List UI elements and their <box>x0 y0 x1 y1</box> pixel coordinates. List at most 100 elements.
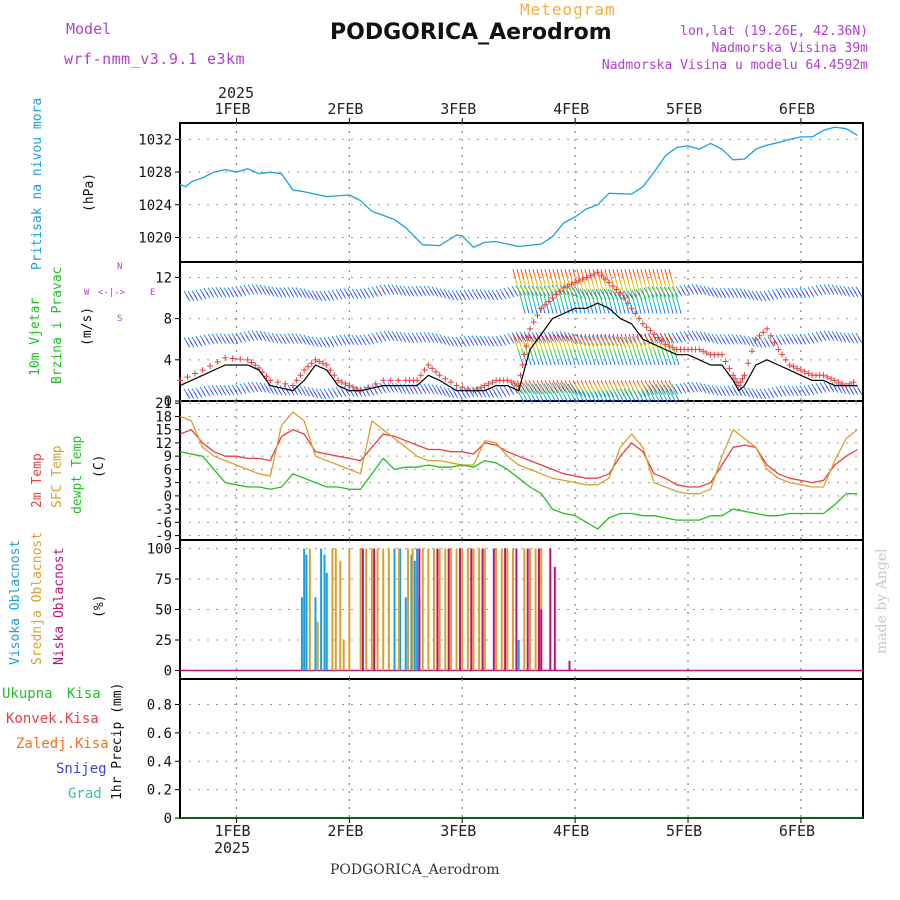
gust-marker <box>485 380 492 387</box>
wind-barb <box>648 333 660 366</box>
wind-barb <box>612 333 624 366</box>
wind-barb <box>383 330 391 342</box>
model-label: Model <box>66 20 112 38</box>
wind-barb <box>295 333 303 345</box>
wind-barb <box>295 287 303 298</box>
wind-barb <box>652 333 664 366</box>
wind-barb <box>819 284 827 295</box>
gust-marker <box>538 305 545 312</box>
temperature-ytick-label: 21 <box>155 396 172 412</box>
gust-marker <box>229 355 236 362</box>
wind-barb <box>327 388 335 399</box>
gust-marker <box>739 375 746 382</box>
gust-marker <box>521 351 528 358</box>
temp-line-2 <box>179 451 858 530</box>
gust-marker <box>651 331 658 338</box>
precip-ytick-label: 0.4 <box>147 754 172 770</box>
compass-north: N <box>117 262 123 272</box>
wind-barb <box>727 385 735 397</box>
wind-barb <box>807 333 815 344</box>
wind-barb <box>471 335 479 346</box>
pressure-ytick-label: 1028 <box>138 165 172 181</box>
wind-barb <box>687 330 695 342</box>
gust-marker <box>735 382 742 389</box>
wind-barb <box>751 388 759 399</box>
wind-barb <box>499 335 507 346</box>
wind-barb <box>451 388 459 399</box>
wind-barb <box>648 380 660 402</box>
wind-barb <box>691 381 699 393</box>
wind-barb <box>747 387 755 399</box>
precip-ytick-label: 0.8 <box>147 698 172 714</box>
wind-barb <box>559 331 567 342</box>
gust-marker <box>417 372 424 379</box>
wind-barb <box>491 336 499 347</box>
temp-line-1 <box>179 411 858 495</box>
wind-barb <box>443 386 451 398</box>
wind-barb <box>751 290 759 301</box>
gust-marker <box>534 312 541 319</box>
wind-compass: N S W E <-|-> <box>82 262 158 328</box>
gust-marker <box>850 379 857 386</box>
wind-barb <box>363 334 371 346</box>
wind-barb <box>435 287 443 298</box>
gust-marker <box>530 319 537 326</box>
wind-barb <box>199 386 207 398</box>
wind-barb <box>564 333 576 366</box>
wind-barb <box>759 337 767 348</box>
wind-barb <box>727 334 735 345</box>
wind-barb <box>279 287 287 298</box>
gust-marker <box>489 379 496 386</box>
wind-barb <box>600 269 614 314</box>
wind-barb <box>775 386 783 397</box>
wind-barb <box>799 287 807 299</box>
precip-legend-ukupna: Ukupna Kisa <box>2 686 101 702</box>
gust-marker <box>214 358 221 365</box>
wind-barb <box>564 269 578 314</box>
wind-barb <box>783 287 791 299</box>
wind-barb <box>747 289 755 301</box>
wind-barb <box>499 386 507 398</box>
wind-barb <box>787 385 795 397</box>
gust-marker <box>312 356 319 363</box>
wind-barb <box>283 385 291 396</box>
wind-barb <box>719 385 727 397</box>
clouds-ytick-label: 0 <box>164 663 172 679</box>
wind-barb <box>664 269 678 314</box>
gust-marker <box>199 367 206 374</box>
temperature-ytick-label: 0 <box>164 489 172 505</box>
wind-barb <box>612 269 626 314</box>
wind-barb <box>319 388 327 400</box>
wind-barb <box>339 288 347 300</box>
wind-barb <box>279 333 287 345</box>
wind-barb <box>459 290 467 301</box>
wind-barb <box>620 380 632 402</box>
gust-marker <box>293 377 300 384</box>
compass-cross-icon: <-|-> <box>98 288 126 298</box>
precip-legend-konvek: Konvek.Kisa <box>6 711 99 727</box>
gust-marker <box>779 351 786 358</box>
wind-barb <box>596 380 608 402</box>
wind-barb <box>524 380 536 402</box>
wind-barb <box>807 384 815 396</box>
gust-marker <box>756 332 763 339</box>
wind-barb <box>783 385 791 397</box>
wind-barb <box>455 336 463 348</box>
pressure-frame <box>179 122 864 263</box>
wind-barb <box>223 385 231 396</box>
gust-marker <box>459 384 466 391</box>
wind-barb <box>723 287 731 299</box>
gust-marker <box>301 367 308 374</box>
wind-barb <box>723 385 731 397</box>
wind-barb <box>191 388 199 399</box>
wind-barb <box>791 385 799 397</box>
wind-barb <box>779 385 787 397</box>
wind-barb <box>559 382 567 394</box>
wind-barb <box>355 288 363 300</box>
gust-marker <box>745 360 752 367</box>
wind-barb <box>628 380 640 402</box>
wind-ytick-label: 0 <box>164 394 172 410</box>
wind-barb <box>584 380 596 402</box>
wind-barb <box>803 385 811 396</box>
wind-barb <box>643 385 651 396</box>
